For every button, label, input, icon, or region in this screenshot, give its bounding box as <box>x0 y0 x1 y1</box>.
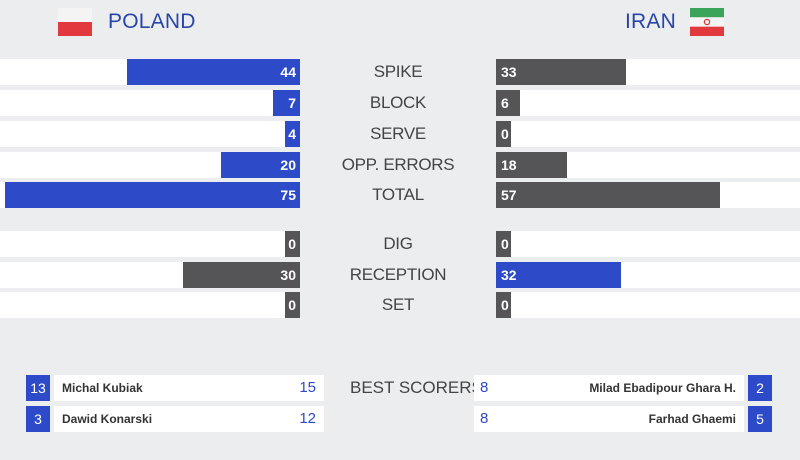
scorer-name: Farhad Ghaemi <box>648 412 736 426</box>
stat-bar-left: 75 <box>5 182 300 208</box>
scorer-panel: 8 Milad Ebadipour Ghara H. <box>474 375 744 401</box>
scorer-number: 3 <box>26 406 50 432</box>
stat-lane-left: 4 <box>0 121 300 147</box>
stat-bar-left: 30 <box>183 262 300 288</box>
stat-bar-right: 0 <box>496 121 511 147</box>
stat-bar-left: 7 <box>273 90 300 116</box>
stat-lane-right: 6 <box>496 90 800 116</box>
stat-label: DIG <box>383 234 413 253</box>
stat-value-right: 32 <box>501 267 517 283</box>
stat-bar-left: 44 <box>127 59 300 85</box>
scorer-name: Michal Kubiak <box>62 381 143 395</box>
scorer-points: 8 <box>480 379 489 396</box>
scorer-number: 2 <box>748 375 772 401</box>
scorer-row-left-1: 13 Michal Kubiak 15 <box>26 375 324 401</box>
stat-lane-left: 20 <box>0 152 300 178</box>
stat-lane-right: 0 <box>496 121 800 147</box>
team-name-iran: IRAN <box>625 10 676 33</box>
stat-row-serve: 4 SERVE 0 <box>0 121 800 147</box>
scorer-row-right-1: 8 Milad Ebadipour Ghara H. 2 <box>474 375 772 401</box>
stat-value-left: 30 <box>280 267 296 283</box>
stat-bar-right: 0 <box>496 231 511 257</box>
stat-label: SERVE <box>370 124 426 143</box>
stat-lane-right: 32 <box>496 262 800 288</box>
scorer-points: 12 <box>299 410 316 427</box>
stat-lane-left: 75 <box>0 182 300 208</box>
scorer-name: Milad Ebadipour Ghara H. <box>589 381 736 395</box>
scorer-points: 15 <box>299 379 316 396</box>
stat-value-left: 75 <box>280 187 296 203</box>
stat-bar-right: 33 <box>496 59 626 85</box>
stat-lane-right: 0 <box>496 231 800 257</box>
stat-value-left: 20 <box>280 157 296 173</box>
stat-row-reception: 30 RECEPTION 32 <box>0 262 800 288</box>
stat-value-left: 4 <box>288 126 296 142</box>
stat-row-block: 7 BLOCK 6 <box>0 90 800 116</box>
stat-lane-left: 30 <box>0 262 300 288</box>
stat-row-set: 0 SET 0 <box>0 292 800 318</box>
scorer-number: 5 <box>748 406 772 432</box>
stat-lane-left: 0 <box>0 292 300 318</box>
stat-label: TOTAL <box>372 185 424 204</box>
stat-value-left: 44 <box>280 64 296 80</box>
stat-bar-left: 0 <box>285 231 300 257</box>
stat-label: OPP. ERRORS <box>341 155 455 174</box>
stat-value-right: 57 <box>501 187 517 203</box>
stat-label: RECEPTION <box>349 265 447 284</box>
stat-value-right: 0 <box>501 236 509 252</box>
stat-row-dig: 0 DIG 0 <box>0 231 800 257</box>
stat-row-opp-errors: 20 OPP. ERRORS 18 <box>0 152 800 178</box>
stat-row-spike: 44 SPIKE 33 <box>0 59 800 85</box>
stat-bar-right: 6 <box>496 90 520 116</box>
stat-lane-right: 33 <box>496 59 800 85</box>
iran-flag <box>690 8 724 36</box>
scorer-panel: Dawid Konarski 12 <box>54 406 324 432</box>
stat-lane-right: 57 <box>496 182 800 208</box>
best-scorers-label: BEST SCORERS <box>350 378 483 397</box>
scorer-name: Dawid Konarski <box>62 412 153 426</box>
stat-lane-left: 7 <box>0 90 300 116</box>
stat-label: SET <box>381 295 415 314</box>
stat-lane-left: 0 <box>0 231 300 257</box>
stat-label: BLOCK <box>369 93 427 112</box>
stat-bar-right: 0 <box>496 292 511 318</box>
poland-flag <box>58 8 92 36</box>
scorer-panel: 8 Farhad Ghaemi <box>474 406 744 432</box>
stat-value-right: 18 <box>501 157 517 173</box>
stat-bar-left: 4 <box>285 121 300 147</box>
stat-bar-right: 32 <box>496 262 621 288</box>
stat-lane-left: 44 <box>0 59 300 85</box>
scorer-row-left-2: 3 Dawid Konarski 12 <box>26 406 324 432</box>
stat-value-right: 6 <box>501 95 509 111</box>
stat-bar-right: 57 <box>496 182 720 208</box>
scorer-points: 8 <box>480 410 489 427</box>
scorer-number: 13 <box>26 375 50 401</box>
stat-value-left: 0 <box>288 236 296 252</box>
stat-bar-left: 0 <box>285 292 300 318</box>
stat-lane-right: 0 <box>496 292 800 318</box>
stat-value-left: 7 <box>288 95 296 111</box>
team-name-poland: POLAND <box>108 10 196 33</box>
stat-row-total: 75 TOTAL 57 <box>0 182 800 208</box>
stat-bar-right: 18 <box>496 152 567 178</box>
stat-lane-right: 18 <box>496 152 800 178</box>
stat-value-right: 33 <box>501 64 517 80</box>
stat-bar-left: 20 <box>221 152 300 178</box>
scorer-row-right-2: 8 Farhad Ghaemi 5 <box>474 406 772 432</box>
scorer-panel: Michal Kubiak 15 <box>54 375 324 401</box>
stat-value-left: 0 <box>288 297 296 313</box>
stat-value-right: 0 <box>501 297 509 313</box>
stat-label: SPIKE <box>373 62 423 81</box>
stat-value-right: 0 <box>501 126 509 142</box>
